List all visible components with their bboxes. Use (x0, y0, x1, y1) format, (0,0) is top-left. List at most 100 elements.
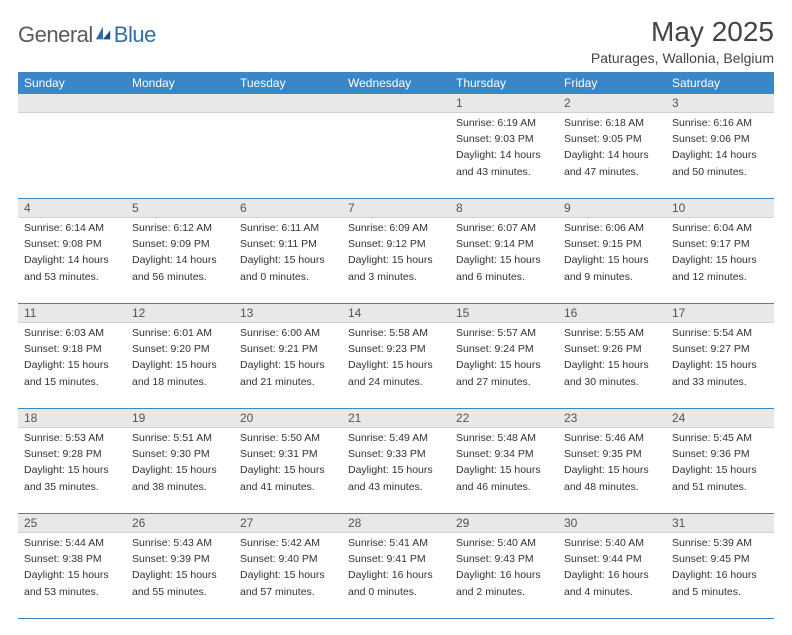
sunset-text: Sunset: 9:44 PM (564, 552, 660, 566)
sunset-text: Sunset: 9:14 PM (456, 237, 552, 251)
sunrise-text: Sunrise: 6:07 AM (456, 221, 552, 235)
day-number: 28 (342, 514, 450, 533)
sunrise-text: Sunrise: 5:50 AM (240, 431, 336, 445)
daylight-text: Daylight: 15 hours (348, 463, 444, 477)
location-text: Paturages, Wallonia, Belgium (591, 50, 774, 66)
sunrise-text: Sunrise: 6:09 AM (348, 221, 444, 235)
calendar-day-cell: 20Sunrise: 5:50 AMSunset: 9:31 PMDayligh… (234, 409, 342, 514)
calendar-day-cell: 30Sunrise: 5:40 AMSunset: 9:44 PMDayligh… (558, 514, 666, 619)
sunrise-text: Sunrise: 5:43 AM (132, 536, 228, 550)
day-number: 8 (450, 199, 558, 218)
calendar-day-cell: 9 Sunrise: 6:06 AM Sunset: 9:15 PM Daylight… (558, 199, 666, 304)
sunset-text: Sunset: 9:41 PM (348, 552, 444, 566)
day-details: Sunrise: 5:57 AMSunset: 9:24 PMDaylight:… (450, 326, 558, 408)
brand-part2: Blue (114, 22, 156, 48)
day-number: 21 (342, 409, 450, 428)
day-details: Sunrise: 5:51 AMSunset: 9:30 PMDaylight:… (126, 431, 234, 513)
day-number: 25 (18, 514, 126, 533)
sunset-text: Sunset: 9:03 PM (456, 132, 552, 146)
sunset-text: Sunset: 9:39 PM (132, 552, 228, 566)
day-number: 19 (126, 409, 234, 428)
daylight-text: and 53 minutes. (24, 585, 120, 599)
day-number: 27 (234, 514, 342, 533)
day-of-week-header: Friday (558, 72, 666, 94)
header: General Blue May 2025 Paturages, Walloni… (18, 16, 774, 66)
day-number: 12 (126, 304, 234, 323)
sunset-text: Sunset: 9:18 PM (24, 342, 120, 356)
sunrise-text: Sunrise: 6:19 AM (456, 116, 552, 130)
calendar-day-cell: 23Sunrise: 5:46 AMSunset: 9:35 PMDayligh… (558, 409, 666, 514)
daylight-text: Daylight: 15 hours (564, 253, 660, 267)
daylight-text: Daylight: 15 hours (132, 358, 228, 372)
calendar-day-cell: 1Sunrise: 6:19 AMSunset: 9:03 PMDaylight… (450, 94, 558, 199)
daylight-text: Daylight: 16 hours (348, 568, 444, 582)
day-details: Sunrise: 5:54 AMSunset: 9:27 PMDaylight:… (666, 326, 774, 408)
day-number: 20 (234, 409, 342, 428)
daylight-text: and 53 minutes. (24, 270, 120, 284)
sunset-text: Sunset: 9:28 PM (24, 447, 120, 461)
daylight-text: Daylight: 16 hours (456, 568, 552, 582)
day-details: Sunrise: 6:01 AMSunset: 9:20 PMDaylight:… (126, 326, 234, 408)
daylight-text: Daylight: 15 hours (564, 358, 660, 372)
daylight-text: and 43 minutes. (456, 165, 552, 179)
calendar-day-cell: 14Sunrise: 5:58 AMSunset: 9:23 PMDayligh… (342, 304, 450, 409)
sunset-text: Sunset: 9:35 PM (564, 447, 660, 461)
brand-part1: General (18, 22, 93, 48)
daylight-text: and 21 minutes. (240, 375, 336, 389)
daylight-text: and 5 minutes. (672, 585, 768, 599)
sunrise-text: Sunrise: 6:11 AM (240, 221, 336, 235)
sunset-text: Sunset: 9:08 PM (24, 237, 120, 251)
daylight-text: and 15 minutes. (24, 375, 120, 389)
day-details: Sunrise: 5:39 AMSunset: 9:45 PMDaylight:… (666, 536, 774, 618)
daylight-text: and 51 minutes. (672, 480, 768, 494)
calendar-day-cell: 26Sunrise: 5:43 AMSunset: 9:39 PMDayligh… (126, 514, 234, 619)
calendar-day-cell: 18Sunrise: 5:53 AMSunset: 9:28 PMDayligh… (18, 409, 126, 514)
day-number: 22 (450, 409, 558, 428)
sunset-text: Sunset: 9:43 PM (456, 552, 552, 566)
sunrise-text: Sunrise: 6:12 AM (132, 221, 228, 235)
day-number: 29 (450, 514, 558, 533)
sunset-text: Sunset: 9:09 PM (132, 237, 228, 251)
day-details: Sunrise: 5:46 AMSunset: 9:35 PMDaylight:… (558, 431, 666, 513)
daylight-text: and 24 minutes. (348, 375, 444, 389)
daylight-text: and 47 minutes. (564, 165, 660, 179)
sunrise-text: Sunrise: 5:54 AM (672, 326, 768, 340)
daylight-text: and 50 minutes. (672, 165, 768, 179)
daylight-text: and 30 minutes. (564, 375, 660, 389)
day-details: Sunrise: 6:09 AM Sunset: 9:12 PM Daylight:… (342, 221, 450, 303)
calendar-table: SundayMondayTuesdayWednesdayThursdayFrid… (18, 72, 774, 619)
sunrise-text: Sunrise: 5:55 AM (564, 326, 660, 340)
sunrise-text: Sunrise: 5:58 AM (348, 326, 444, 340)
calendar-body: 1 Sunrise: 6:19 AM Sunset: 9:03 PM Daylight… (18, 94, 774, 619)
sunset-text: Sunset: 9:06 PM (672, 132, 768, 146)
calendar-day-cell: 2Sunrise: 6:18 AMSunset: 9:05 PMDaylight… (558, 94, 666, 199)
sunset-text: Sunset: 9:15 PM (564, 237, 660, 251)
calendar-day-cell: 28Sunrise: 5:41 AMSunset: 9:41 PMDayligh… (342, 514, 450, 619)
calendar-day-cell: 8Sunrise: 6:07 AMSunset: 9:14 PMDaylight… (450, 199, 558, 304)
calendar-day-cell (126, 94, 234, 199)
calendar-day-cell: 13Sunrise: 6:00 AMSunset: 9:21 PMDayligh… (234, 304, 342, 409)
daylight-text: and 4 minutes. (564, 585, 660, 599)
sunset-text: Sunset: 9:33 PM (348, 447, 444, 461)
day-details: Sunrise: 5:55 AMSunset: 9:26 PMDaylight:… (558, 326, 666, 408)
brand-mark-icon (94, 25, 112, 43)
calendar-day-cell: 11Sunrise: 6:03 AMSunset: 9:18 PMDayligh… (18, 304, 126, 409)
sunset-text: Sunset: 9:12 PM (348, 237, 444, 251)
day-number: 1 (450, 94, 558, 113)
sunrise-text: Sunrise: 6:06 AM (564, 221, 660, 235)
day-details: Sunrise: 5:43 AMSunset: 9:39 PMDaylight:… (126, 536, 234, 618)
sunrise-text: Sunrise: 6:03 AM (24, 326, 120, 340)
daylight-text: and 38 minutes. (132, 480, 228, 494)
day-number: 24 (666, 409, 774, 428)
daylight-text: Daylight: 14 hours (564, 148, 660, 162)
calendar-day-cell: 22Sunrise: 5:48 AMSunset: 9:34 PMDayligh… (450, 409, 558, 514)
day-number: 31 (666, 514, 774, 533)
daylight-text: Daylight: 15 hours (348, 253, 444, 267)
calendar-day-cell (18, 94, 126, 199)
sunrise-text: Sunrise: 5:40 AM (456, 536, 552, 550)
daylight-text: Daylight: 14 hours (24, 253, 120, 267)
day-number: 9 (558, 199, 666, 218)
day-details: Sunrise: 6:19 AMSunset: 9:03 PMDaylight:… (450, 116, 558, 198)
sunset-text: Sunset: 9:40 PM (240, 552, 336, 566)
sunrise-text: Sunrise: 6:18 AM (564, 116, 660, 130)
